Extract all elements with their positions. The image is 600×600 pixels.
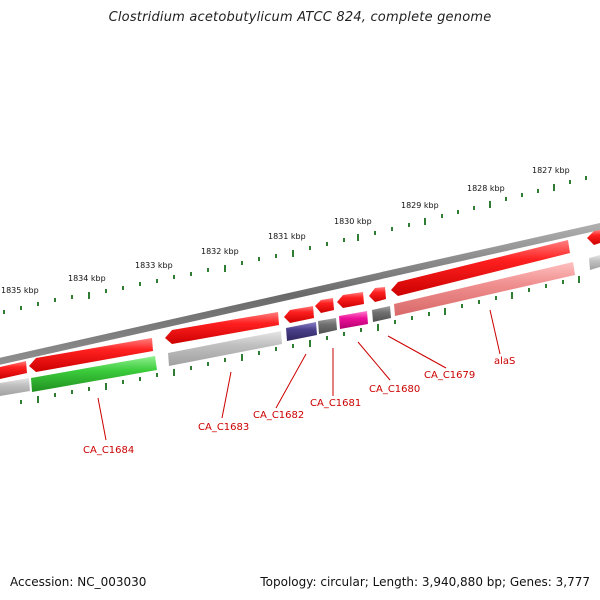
gene-arrow [315, 298, 334, 313]
gene-arrow [0, 361, 27, 379]
leader-line [489, 309, 501, 355]
gene-bar [589, 255, 600, 270]
gene-arrow [165, 312, 279, 344]
gene-bar [31, 356, 157, 392]
gene-bar [286, 322, 317, 341]
gene-label: CA_C1680 [369, 384, 420, 395]
tick-label: 1829 kbp [401, 201, 439, 210]
tick-label: 1832 kbp [201, 247, 239, 256]
topology-label: Topology: circular; Length: 3,940,880 bp… [260, 575, 590, 589]
accession-label: Accession: NC_003030 [10, 575, 147, 589]
inner-strand-genes [0, 255, 600, 396]
tick-label: 1830 kbp [334, 217, 372, 226]
gene-bar [394, 262, 575, 316]
gene-label: CA_C1679 [424, 370, 475, 381]
tick-label: 1827 kbp [532, 166, 570, 175]
gene-bar [339, 311, 368, 329]
tick-label: 1828 kbp [467, 184, 505, 193]
gene-arrow [391, 240, 570, 296]
gene-bar [168, 331, 282, 366]
gene-label: alaS [494, 356, 515, 367]
tick-label: 1833 kbp [135, 261, 173, 270]
leader-line [221, 371, 232, 419]
gene-arrow [29, 338, 153, 372]
gene-arrow [284, 306, 314, 323]
gene-label: CA_C1684 [83, 445, 134, 456]
outer-strand-genes [0, 230, 600, 379]
gene-bar [372, 306, 391, 322]
gene-bar [318, 318, 337, 334]
gene-arrow [369, 287, 386, 302]
gene-arrow [587, 230, 600, 245]
tick-label: 1835 kbp [1, 286, 39, 295]
tick-label: 1834 kbp [68, 274, 106, 283]
gene-label: CA_C1683 [198, 422, 249, 433]
gene-label: CA_C1681 [310, 398, 361, 409]
tick-label: 1831 kbp [268, 232, 306, 241]
gene-arrow [337, 292, 364, 308]
leader-line [357, 341, 391, 381]
gene-bar [0, 378, 30, 396]
leader-line [387, 335, 447, 369]
gene-label: CA_C1682 [253, 410, 304, 421]
outer-scale-dots [3, 176, 587, 314]
genome-backbone [0, 223, 600, 365]
leader-line [97, 397, 107, 441]
leader-line [275, 353, 307, 409]
label-leaders [97, 309, 501, 441]
map-title: Clostridium acetobutylicum ATCC 824, com… [108, 10, 492, 25]
inner-scale-dots [20, 276, 580, 404]
